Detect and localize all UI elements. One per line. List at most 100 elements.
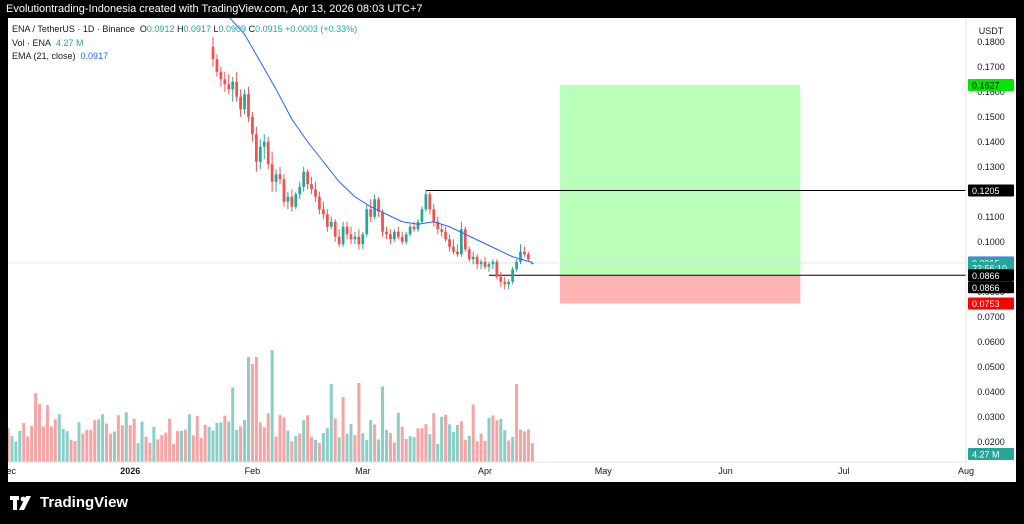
volume-bar — [440, 416, 444, 462]
candle-body — [357, 236, 361, 245]
candle-body — [294, 194, 298, 207]
volume-bar — [183, 429, 187, 462]
price-tick-label: 0.0400 — [977, 387, 1005, 397]
volume-bar — [412, 437, 416, 462]
volume-bar — [329, 384, 333, 462]
volume-bar — [203, 424, 207, 462]
price-tick-label: 0.1600 — [977, 87, 1005, 97]
volume-bar — [337, 437, 341, 462]
candle-body — [385, 231, 388, 235]
volume-bar — [18, 430, 22, 462]
volume-bar — [495, 420, 499, 462]
volume-bar — [388, 432, 392, 462]
c-label: C — [248, 24, 256, 34]
legend-volume-row: Vol · ENA 4.27 M — [12, 38, 84, 48]
candle-body — [412, 226, 416, 230]
volume-bar — [243, 419, 247, 462]
candle-body — [223, 79, 227, 85]
stop-loss-zone — [559, 275, 801, 304]
candle-body — [511, 269, 515, 282]
candle-body — [479, 261, 483, 265]
volume-bar — [392, 442, 396, 462]
volume-bar — [45, 405, 49, 462]
volume-bar — [369, 420, 373, 462]
volume-bar — [432, 413, 436, 462]
volume-bar — [219, 422, 223, 462]
volume-bar — [136, 443, 140, 462]
volume-bar — [361, 433, 365, 462]
ema-value: 0.0917 — [80, 51, 109, 61]
candle-body — [314, 189, 317, 197]
candle-body — [471, 256, 475, 260]
volume-bar — [235, 429, 239, 462]
candle-body — [495, 261, 499, 277]
volume-tag-label: 4.27 M — [972, 450, 1000, 460]
candle-body — [463, 229, 467, 250]
volume-bar — [451, 432, 455, 462]
volume-bar — [65, 431, 69, 462]
ema-label: EMA (21, close) — [12, 51, 76, 61]
volume-bar — [254, 357, 258, 462]
volume-bar — [365, 440, 369, 462]
volume-bar — [152, 426, 156, 462]
chart-area[interactable]: USDT 0.1800 0.1700 0.1600 0.1500 0.1400 0.1300… — [8, 18, 1016, 482]
time-tick-label: Feb — [245, 466, 261, 476]
volume-bar — [349, 424, 353, 462]
volume-bar — [511, 436, 515, 462]
candle-body — [444, 231, 447, 240]
time-tick-label: May — [595, 466, 613, 476]
volume-bar — [463, 440, 467, 462]
candle-body — [215, 59, 219, 72]
volume-bar — [191, 435, 195, 462]
volume-bar — [428, 434, 432, 462]
candle-body — [282, 179, 286, 202]
tradingview-logo[interactable]: TradingView — [10, 494, 128, 511]
volume-bar — [341, 396, 345, 462]
volume-bar — [116, 415, 120, 462]
candles — [211, 36, 534, 290]
candle-body — [333, 221, 337, 237]
o-value: 0.0912 — [146, 24, 175, 34]
candle-body — [290, 196, 294, 207]
volume-bar — [8, 428, 10, 462]
price-tag-label: 0.0866 — [972, 283, 1000, 293]
candle-body — [377, 199, 380, 212]
candle-body — [369, 209, 373, 217]
volume-bar — [526, 429, 530, 462]
price-tag-label: 0.0753 — [972, 299, 1000, 309]
volume-bar — [148, 442, 152, 462]
volume-bar — [321, 432, 325, 462]
volume-bar — [30, 426, 34, 462]
volume-bar — [455, 424, 459, 462]
price-tick-label: 0.1800 — [977, 37, 1005, 47]
volume-bar — [479, 433, 483, 462]
price-tag-label: 22:56:10 — [972, 264, 1007, 274]
candle-body — [389, 234, 392, 240]
price-tags: 0.16270.12050.09170.091522:56:100.08660.… — [968, 79, 1014, 460]
candle-body — [404, 234, 408, 242]
candle-body — [515, 261, 518, 270]
volume-bar — [227, 421, 231, 462]
price-tick-label: 0.1400 — [977, 137, 1005, 147]
volume-bar — [156, 439, 160, 462]
volume-bar — [522, 431, 526, 462]
volume-bar — [89, 429, 93, 462]
volume-bar — [53, 419, 57, 462]
tradingview-logo-icon — [10, 495, 31, 510]
position-zones — [559, 85, 801, 304]
time-tick-label: Aug — [958, 466, 974, 476]
candle-body — [527, 254, 530, 260]
candle-body — [239, 96, 242, 110]
price-tick-label: 0.0500 — [977, 362, 1005, 372]
time-tick-label: Apr — [478, 466, 492, 476]
volume-bar — [97, 419, 101, 462]
volume-bar — [408, 436, 412, 462]
volume-bar — [396, 412, 400, 462]
attribution-text: Evolutiontrading-Indonesia created with … — [6, 3, 423, 15]
horizontal-lines — [8, 190, 966, 276]
price-tick-label: 0.1700 — [977, 62, 1005, 72]
volume-bar — [10, 436, 14, 462]
candle-body — [491, 261, 495, 265]
